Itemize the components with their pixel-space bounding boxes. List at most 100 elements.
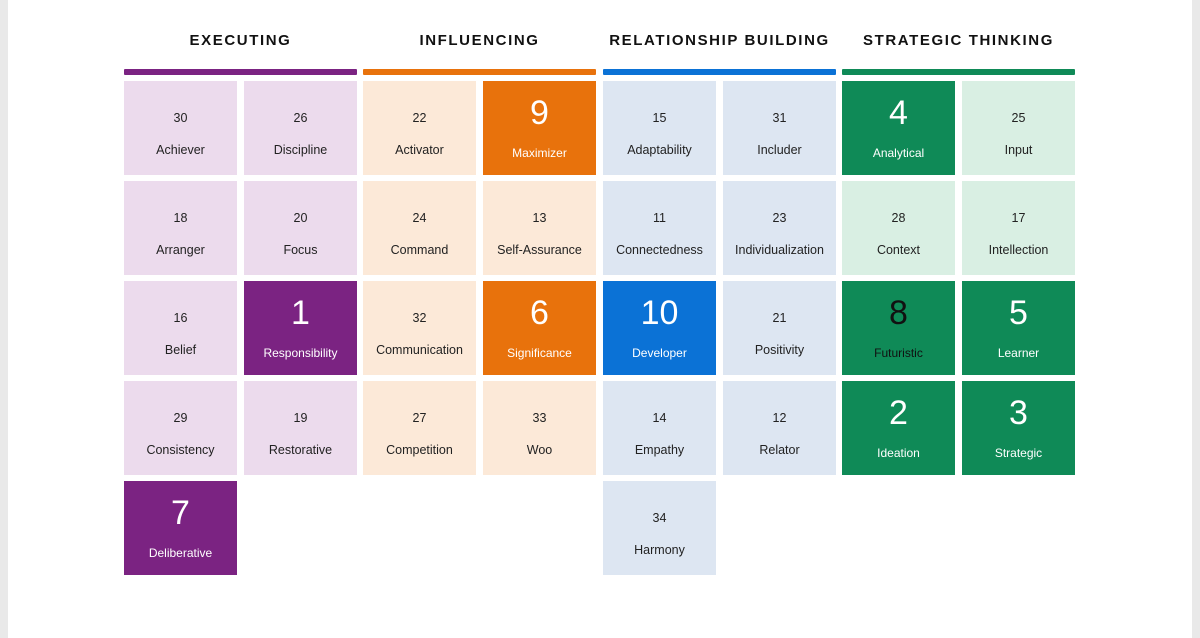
strength-name: Ideation: [877, 446, 920, 460]
strength-name: Communication: [376, 343, 463, 357]
strength-tile-includer: 31 Includer: [723, 81, 836, 175]
strength-name: Responsibility: [263, 346, 338, 360]
strength-tile-input: 25 Input: [962, 81, 1075, 175]
strength-rank: 6: [530, 294, 549, 332]
strength-rank: 34: [652, 511, 667, 525]
strength-tile-discipline: 26 Discipline: [244, 81, 357, 175]
strength-name: Learner: [997, 346, 1040, 360]
strength-tile-responsibility: 1 Responsibility: [244, 281, 357, 375]
strength-rank: 18: [173, 211, 188, 225]
strength-rank: 7: [171, 494, 190, 532]
strength-tile-activator: 22 Activator: [363, 81, 476, 175]
strength-rank: 31: [772, 111, 787, 125]
domain-title-executing: EXECUTING: [189, 32, 292, 49]
strength-tile-woo: 33 Woo: [483, 381, 596, 475]
strength-tile-connectedness: 11 Connectedness: [603, 181, 716, 275]
strength-name: Strategic: [994, 446, 1043, 460]
strength-tile-context: 28 Context: [842, 181, 955, 275]
strength-rank: 8: [889, 294, 908, 332]
strength-tile-strategic: 3 Strategic: [962, 381, 1075, 475]
strength-rank: 15: [652, 111, 667, 125]
strength-rank: 5: [1009, 294, 1028, 332]
strength-name: Belief: [164, 343, 197, 357]
strength-rank: 11: [653, 211, 666, 225]
strength-rank: 1: [291, 294, 310, 332]
strength-tile-command: 24 Command: [363, 181, 476, 275]
strength-name: Command: [390, 243, 449, 257]
strength-tile-ideation: 2 Ideation: [842, 381, 955, 475]
strength-rank: 19: [293, 411, 308, 425]
strength-rank: 32: [412, 311, 427, 325]
strength-name: Relator: [759, 443, 800, 457]
strength-tile-belief: 16 Belief: [124, 281, 237, 375]
strength-tile-individualization: 23 Individualization: [723, 181, 836, 275]
strength-rank: 12: [772, 411, 787, 425]
strength-rank: 29: [173, 411, 188, 425]
strength-name: Includer: [757, 143, 802, 157]
strength-name: Futuristic: [874, 346, 923, 360]
strength-tile-empathy: 14 Empathy: [603, 381, 716, 475]
strength-name: Positivity: [754, 343, 805, 357]
strength-name: Arranger: [156, 243, 205, 257]
strength-name: Self-Assurance: [497, 243, 582, 257]
strength-name: Context: [876, 243, 921, 257]
strength-tile-focus: 20 Focus: [244, 181, 357, 275]
strength-name: Consistency: [146, 443, 215, 457]
strength-name: Adaptability: [627, 143, 692, 157]
strength-rank: 23: [772, 211, 787, 225]
strength-tile-relator: 12 Relator: [723, 381, 836, 475]
strength-tile-restorative: 19 Restorative: [244, 381, 357, 475]
strength-tile-consistency: 29 Consistency: [124, 381, 237, 475]
strength-rank: 10: [640, 294, 679, 332]
strength-name: Intellection: [988, 243, 1049, 257]
strength-rank: 21: [772, 311, 787, 325]
strength-rank: 9: [530, 94, 549, 132]
strength-name: Discipline: [273, 143, 328, 157]
strength-rank: 27: [412, 411, 427, 425]
strength-tile-communication: 32 Communication: [363, 281, 476, 375]
strength-rank: 30: [173, 111, 188, 125]
domain-bar-relationship-building: [603, 69, 836, 75]
strength-name: Restorative: [268, 443, 333, 457]
strength-name: Developer: [632, 346, 687, 360]
strength-tile-positivity: 21 Positivity: [723, 281, 836, 375]
strength-rank: 33: [532, 411, 547, 425]
strength-rank: 25: [1011, 111, 1026, 125]
strength-name: Maximizer: [512, 146, 567, 160]
domain-bar-executing: [124, 69, 357, 75]
strength-tile-learner: 5 Learner: [962, 281, 1075, 375]
strength-tile-harmony: 34 Harmony: [603, 481, 716, 575]
strength-rank: 13: [532, 211, 547, 225]
domain-bar-strategic-thinking: [842, 69, 1075, 75]
strength-name: Achiever: [156, 143, 205, 157]
strength-tile-self-assurance: 13 Self-Assurance: [483, 181, 596, 275]
strength-tile-adaptability: 15 Adaptability: [603, 81, 716, 175]
domain-title-influencing: INFLUENCING: [419, 32, 540, 49]
strength-tile-developer: 10 Developer: [603, 281, 716, 375]
strengths-chart-page: EXECUTING 30 Achiever 26 Discipline 18 Arrange…: [8, 0, 1192, 638]
strength-name: Deliberative: [148, 546, 213, 560]
strength-rank: 4: [889, 94, 908, 132]
strength-tile-futuristic: 8 Futuristic: [842, 281, 955, 375]
domain-title-relationship-building: RELATIONSHIP BUILDING: [609, 32, 830, 49]
strength-tile-achiever: 30 Achiever: [124, 81, 237, 175]
strength-rank: 22: [412, 111, 427, 125]
strength-tile-arranger: 18 Arranger: [124, 181, 237, 275]
strength-name: Significance: [507, 346, 572, 360]
strength-rank: 17: [1011, 211, 1026, 225]
strength-rank: 20: [293, 211, 308, 225]
domain-title-strategic-thinking: STRATEGIC THINKING: [862, 32, 1055, 49]
strength-rank: 2: [889, 394, 908, 432]
strength-name: Connectedness: [616, 243, 703, 257]
domain-bar-influencing: [363, 69, 596, 75]
strength-tile-deliberative: 7 Deliberative: [124, 481, 237, 575]
strength-rank: 3: [1009, 394, 1028, 432]
strength-name: Empathy: [634, 443, 685, 457]
strength-name: Individualization: [735, 243, 824, 257]
strength-tile-competition: 27 Competition: [363, 381, 476, 475]
strength-rank: 14: [652, 411, 667, 425]
strength-name: Focus: [283, 243, 318, 257]
strength-rank: 26: [293, 111, 308, 125]
strength-name: Woo: [526, 443, 553, 457]
strength-name: Harmony: [634, 543, 685, 557]
